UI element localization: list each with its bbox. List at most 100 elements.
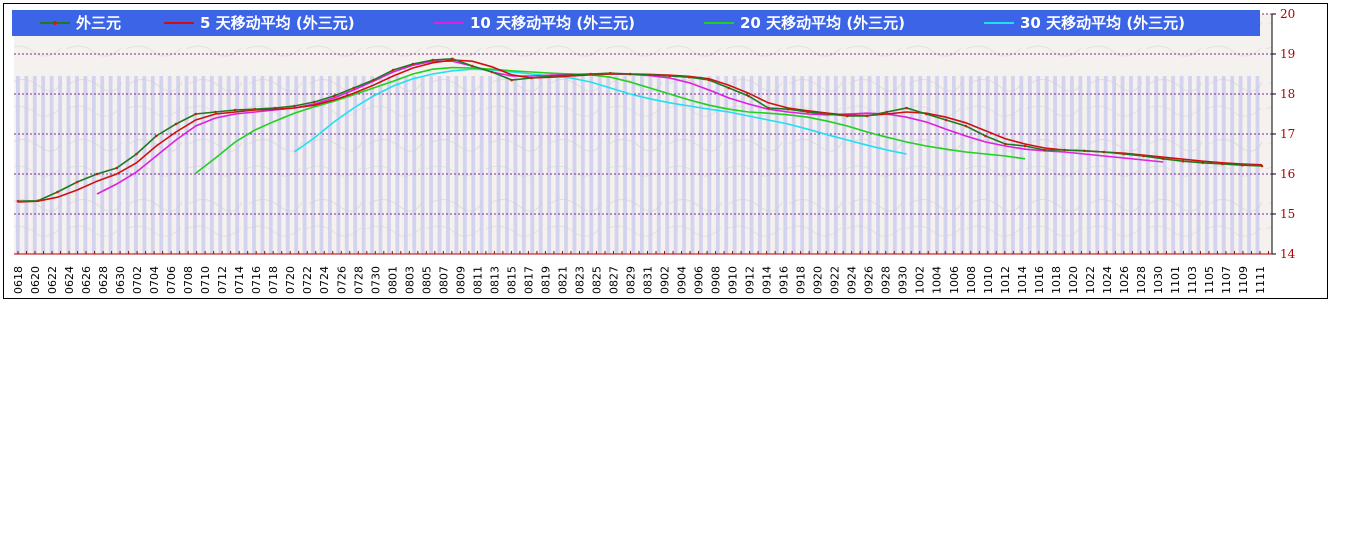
x-tick-label: 0720 — [284, 266, 297, 294]
background-bar — [1078, 76, 1083, 254]
x-tick-label: 1008 — [965, 266, 978, 294]
background-bar — [1036, 76, 1041, 254]
background-bar — [395, 76, 400, 254]
background-bar — [876, 76, 880, 254]
data-point — [233, 108, 237, 112]
background-bar — [589, 76, 594, 254]
background-bar — [378, 76, 383, 254]
background-bar — [429, 76, 433, 254]
data-point — [352, 86, 355, 90]
data-point — [1122, 152, 1126, 156]
legend-label: 10 天移动平均 (外三元) — [470, 14, 635, 32]
x-tick-label: 0823 — [573, 266, 586, 294]
data-point — [1201, 161, 1205, 165]
data-point — [984, 134, 987, 138]
background-bar — [1221, 76, 1226, 254]
background-bar — [952, 76, 956, 254]
background-bar — [167, 76, 172, 254]
data-point — [431, 58, 434, 62]
data-point — [865, 114, 869, 118]
x-tick-label: 0722 — [301, 266, 314, 294]
x-tick-label: 1012 — [999, 266, 1012, 294]
y-tick-label: 16 — [1280, 167, 1295, 181]
y-tick-label: 14 — [1280, 247, 1296, 261]
x-tick-label: 0730 — [369, 266, 382, 294]
background-bar — [1053, 76, 1057, 254]
background-bar — [311, 76, 315, 254]
background-bar — [41, 76, 46, 254]
x-tick-label: 0831 — [642, 266, 655, 294]
x-tick-label: 0714 — [233, 266, 246, 294]
background-bar — [193, 76, 197, 254]
data-point — [707, 78, 711, 82]
x-tick-label: 0827 — [607, 266, 620, 294]
background-bar — [614, 76, 619, 254]
background-bar — [977, 76, 982, 254]
x-tick-label: 1109 — [1237, 266, 1250, 294]
background-bar — [252, 76, 256, 254]
x-tick-label: 0620 — [29, 266, 42, 294]
background-bar — [690, 76, 695, 254]
data-point — [846, 114, 849, 118]
background-bar — [774, 76, 779, 254]
x-tick-label: 0805 — [420, 266, 433, 294]
background-bar — [176, 76, 181, 254]
background-bar — [597, 76, 602, 254]
data-point — [1260, 164, 1264, 168]
x-tick-label: 0807 — [437, 266, 450, 294]
background-bar — [724, 76, 729, 254]
background-bar — [319, 76, 324, 254]
data-point — [925, 112, 928, 116]
x-tick-label: 1026 — [1118, 266, 1131, 294]
x-tick-label: 0829 — [624, 266, 637, 294]
background-bar — [538, 76, 543, 254]
data-point — [293, 104, 296, 108]
background-bar — [580, 76, 585, 254]
background-bar — [454, 76, 459, 254]
background-bar — [100, 76, 105, 254]
background-bar — [825, 76, 830, 254]
background-bar — [859, 76, 864, 254]
x-tick-label: 0908 — [710, 266, 723, 294]
background-bar — [1129, 76, 1133, 254]
legend-label: 30 天移动平均 (外三元) — [1020, 14, 1185, 32]
data-point — [411, 62, 415, 66]
data-point — [1161, 157, 1165, 161]
data-point — [332, 94, 336, 98]
x-tick-label: 0815 — [505, 266, 518, 294]
x-tick-label: 0902 — [659, 266, 672, 294]
background-bar — [505, 76, 509, 254]
background-bar — [521, 76, 526, 254]
data-point — [648, 73, 652, 77]
background-bar — [1213, 76, 1218, 254]
background-bar — [715, 76, 720, 254]
data-point — [1043, 148, 1047, 152]
data-point — [16, 199, 20, 203]
background-bar — [926, 76, 931, 254]
x-tick-label: 0922 — [829, 266, 842, 294]
x-tick-label: 0712 — [216, 266, 229, 294]
background-bar — [125, 76, 130, 254]
background-bar — [159, 76, 164, 254]
data-point — [56, 190, 59, 194]
background-bar — [243, 76, 248, 254]
background-bar — [867, 76, 872, 254]
data-point — [668, 74, 671, 78]
background-bar — [640, 76, 644, 254]
background-bar — [564, 76, 568, 254]
data-point — [1063, 148, 1066, 152]
data-point — [154, 134, 158, 138]
background-bar — [277, 76, 282, 254]
x-tick-label: 0916 — [778, 266, 791, 294]
data-point — [273, 106, 276, 110]
series-layer — [16, 57, 1264, 203]
data-point — [95, 172, 99, 176]
background-bar — [817, 76, 821, 254]
x-tick-label: 0914 — [761, 266, 774, 294]
background-bar — [943, 76, 948, 254]
data-point — [1023, 144, 1027, 148]
series-line — [195, 66, 1026, 174]
data-point — [628, 72, 632, 76]
x-tick-label: 0906 — [693, 266, 706, 294]
background-bar — [732, 76, 737, 254]
